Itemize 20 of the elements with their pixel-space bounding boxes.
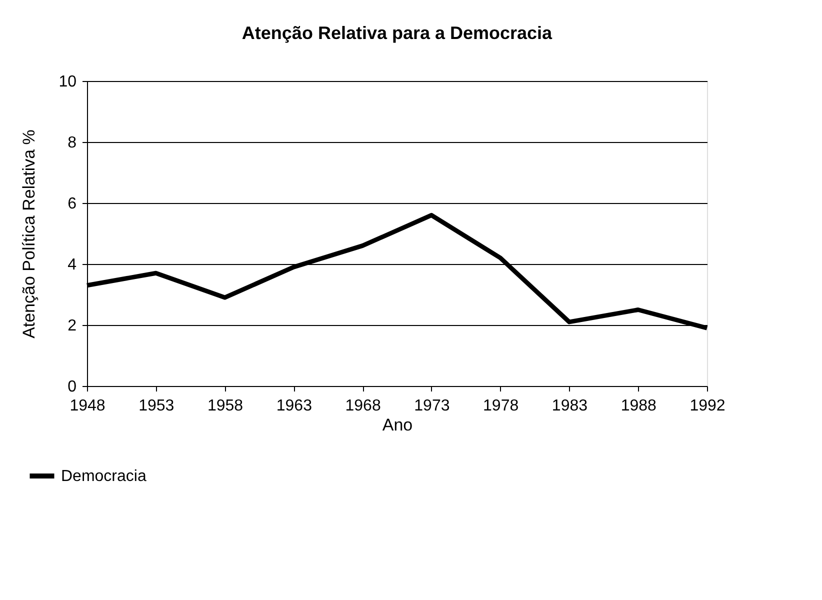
x-axis-title: Ano <box>382 416 413 434</box>
y-tick-label: 4 <box>68 256 77 274</box>
y-tick-label: 8 <box>68 134 77 152</box>
y-tick-label: 6 <box>68 196 77 212</box>
y-axis-title: Atenção Política Relativa % <box>20 130 39 338</box>
chart-title: Atenção Relativa para a Democracia <box>242 23 554 43</box>
x-tick-label: 1988 <box>620 398 657 414</box>
x-tick-label: 1968 <box>345 398 381 414</box>
legend-label: Democracia <box>61 468 146 485</box>
x-tick-label: 1953 <box>138 398 174 414</box>
x-tick-label: 1958 <box>207 398 244 414</box>
y-tick-label: 2 <box>68 318 77 334</box>
x-tick-label: 1948 <box>70 398 106 414</box>
y-tick-label: 10 <box>58 74 77 90</box>
y-tick-label: 0 <box>68 378 77 396</box>
x-tick-label: 1978 <box>483 398 519 414</box>
x-tick-label: 1992 <box>690 398 726 414</box>
x-tick-label: 1983 <box>552 398 588 414</box>
x-tick-label: 1973 <box>414 398 450 414</box>
x-tick-label: 1963 <box>276 398 312 414</box>
